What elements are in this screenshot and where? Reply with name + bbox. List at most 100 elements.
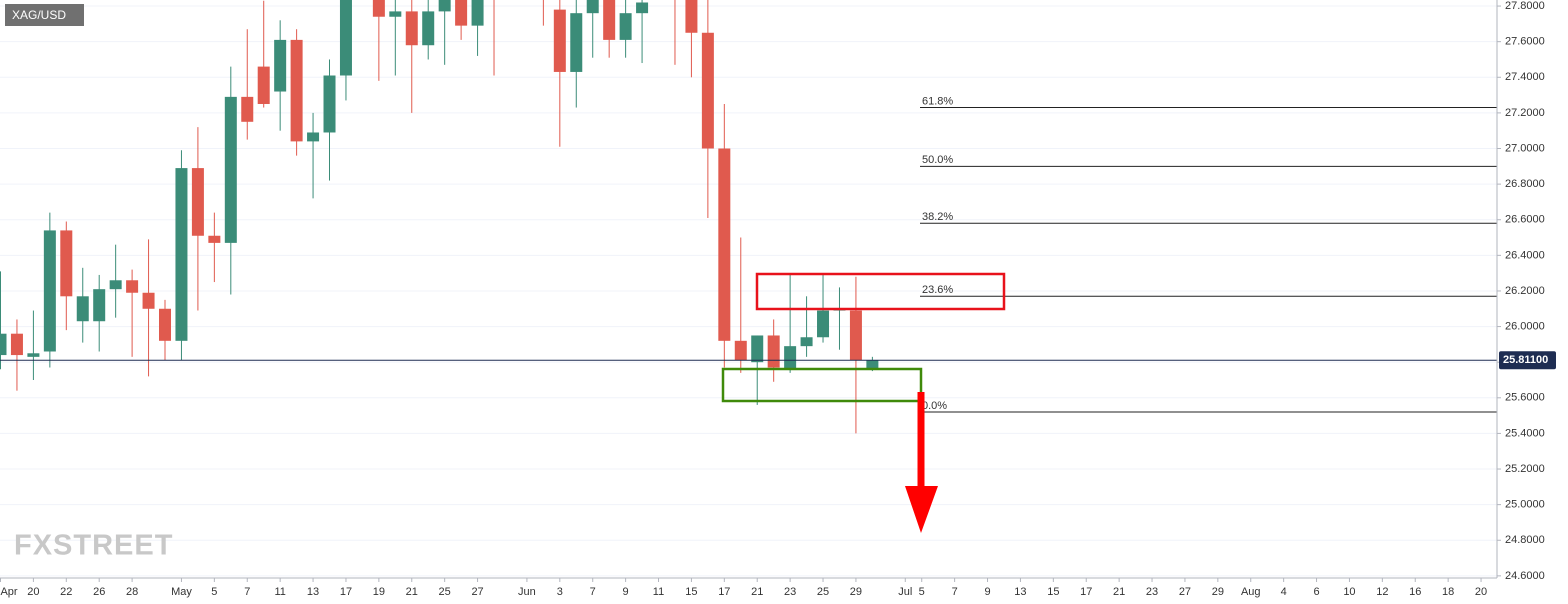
x-tick-label: 11 [653, 586, 664, 598]
candle-body [718, 148, 731, 341]
candle-body [636, 2, 649, 14]
y-tick-label: 25.2000 [1505, 463, 1545, 475]
candle-body [274, 39, 287, 92]
candle-body [307, 132, 320, 142]
resistance-box [755, 272, 1006, 311]
y-tick-label: 26.4000 [1505, 249, 1545, 261]
candle-body [27, 353, 40, 357]
y-tick-label: 27.8000 [1505, 0, 1545, 12]
candle-body [685, 0, 698, 33]
candle-body [784, 346, 797, 370]
x-tick-label: 29 [1212, 586, 1224, 598]
candle-body [290, 39, 303, 142]
y-tick-label: 26.0000 [1505, 320, 1545, 332]
x-tick-label: 16 [1409, 586, 1421, 598]
x-tick-label: 9 [984, 586, 990, 598]
y-tick-label: 26.8000 [1505, 178, 1545, 190]
chart-title: XAG/USD [12, 8, 66, 22]
candle-body [142, 292, 155, 309]
y-tick-label: 25.4000 [1505, 427, 1545, 439]
x-tick-label: 12 [1376, 586, 1388, 598]
support-box [721, 367, 923, 403]
y-tick-label: 27.4000 [1505, 71, 1545, 83]
candle-body [817, 310, 830, 338]
candle-body [619, 13, 632, 40]
x-tick-label: 3 [557, 586, 563, 598]
candle-body [586, 0, 599, 14]
x-tick-label: 21 [406, 586, 418, 598]
x-tick-label: 25 [817, 586, 829, 598]
candle-body [93, 289, 106, 322]
candle-body [603, 0, 616, 40]
candle-body [866, 360, 879, 370]
x-tick-label: 20 [27, 586, 39, 598]
candle-body [553, 9, 566, 72]
candle-body [570, 13, 583, 72]
x-tick-label: 17 [340, 586, 352, 598]
candle-body [438, 0, 451, 12]
title-box [5, 4, 84, 26]
x-tick-label: 15 [685, 586, 697, 598]
x-tick-label: 26 [93, 586, 105, 598]
y-tick-label: 25.0000 [1505, 499, 1545, 511]
candle-body [43, 230, 56, 352]
candle-body [339, 0, 352, 76]
x-tick-label: 6 [1313, 586, 1319, 598]
candle-body [224, 96, 237, 243]
candle-body [257, 66, 270, 104]
x-tick-label: 27 [471, 586, 483, 598]
x-tick-label: 23 [784, 586, 796, 598]
x-tick-label: 4 [1281, 586, 1287, 598]
x-tick-label: 23 [1146, 586, 1158, 598]
candle-body [389, 11, 402, 17]
y-tick-label: 25.6000 [1505, 392, 1545, 404]
x-tick-label: 18 [1442, 586, 1454, 598]
candle-body [191, 168, 204, 236]
watermark: FXSTREET [14, 530, 173, 562]
candle-body [159, 308, 172, 341]
candle-body [323, 75, 336, 133]
x-tick-label: 10 [1343, 586, 1355, 598]
x-tick-label: 27 [1179, 586, 1191, 598]
candle-body [126, 280, 139, 293]
x-tick-label: 19 [373, 586, 385, 598]
last-price-label: 25.81100 [1503, 354, 1548, 366]
x-tick-label: 5 [919, 586, 925, 598]
x-tick-label: 21 [1113, 586, 1125, 598]
annotations [721, 272, 1006, 533]
x-tick-label: Jun [518, 586, 536, 598]
x-tick-label: 7 [244, 586, 250, 598]
x-tick-label: 28 [126, 586, 138, 598]
x-tick-label: 7 [952, 586, 958, 598]
x-tick-label: 13 [307, 586, 319, 598]
x-tick-label: 22 [60, 586, 72, 598]
candle-body [455, 0, 468, 26]
y-tick-label: 27.0000 [1505, 142, 1545, 154]
fib-label: 50.0% [922, 154, 953, 166]
candle-body [701, 32, 714, 149]
fib-label: 61.8% [922, 95, 953, 107]
candle-body [175, 168, 188, 341]
plot-area [0, 0, 1497, 434]
candle-body [76, 296, 89, 322]
x-tick-label: 5 [211, 586, 217, 598]
candle-body [767, 335, 780, 368]
candle-body [372, 0, 385, 17]
candle-body [751, 335, 764, 363]
x-tick-label: 11 [274, 586, 285, 598]
x-tick-label: Jul [898, 586, 912, 598]
y-tick-label: 26.6000 [1505, 214, 1545, 226]
x-tick-label: May [171, 586, 192, 598]
candle-body [471, 0, 484, 26]
fib-label: 0.0% [922, 400, 947, 412]
x-tick-label: Apr [0, 586, 17, 598]
x-tick-label: 9 [623, 586, 629, 598]
y-tick-label: 26.2000 [1505, 285, 1545, 297]
candle-body [241, 96, 254, 122]
fibonacci: 61.8% 50.0% 38.2% 23.6% 0.0% [920, 95, 1497, 413]
candle-body [60, 230, 73, 297]
candle-body [422, 11, 435, 46]
candle-body [849, 310, 862, 361]
